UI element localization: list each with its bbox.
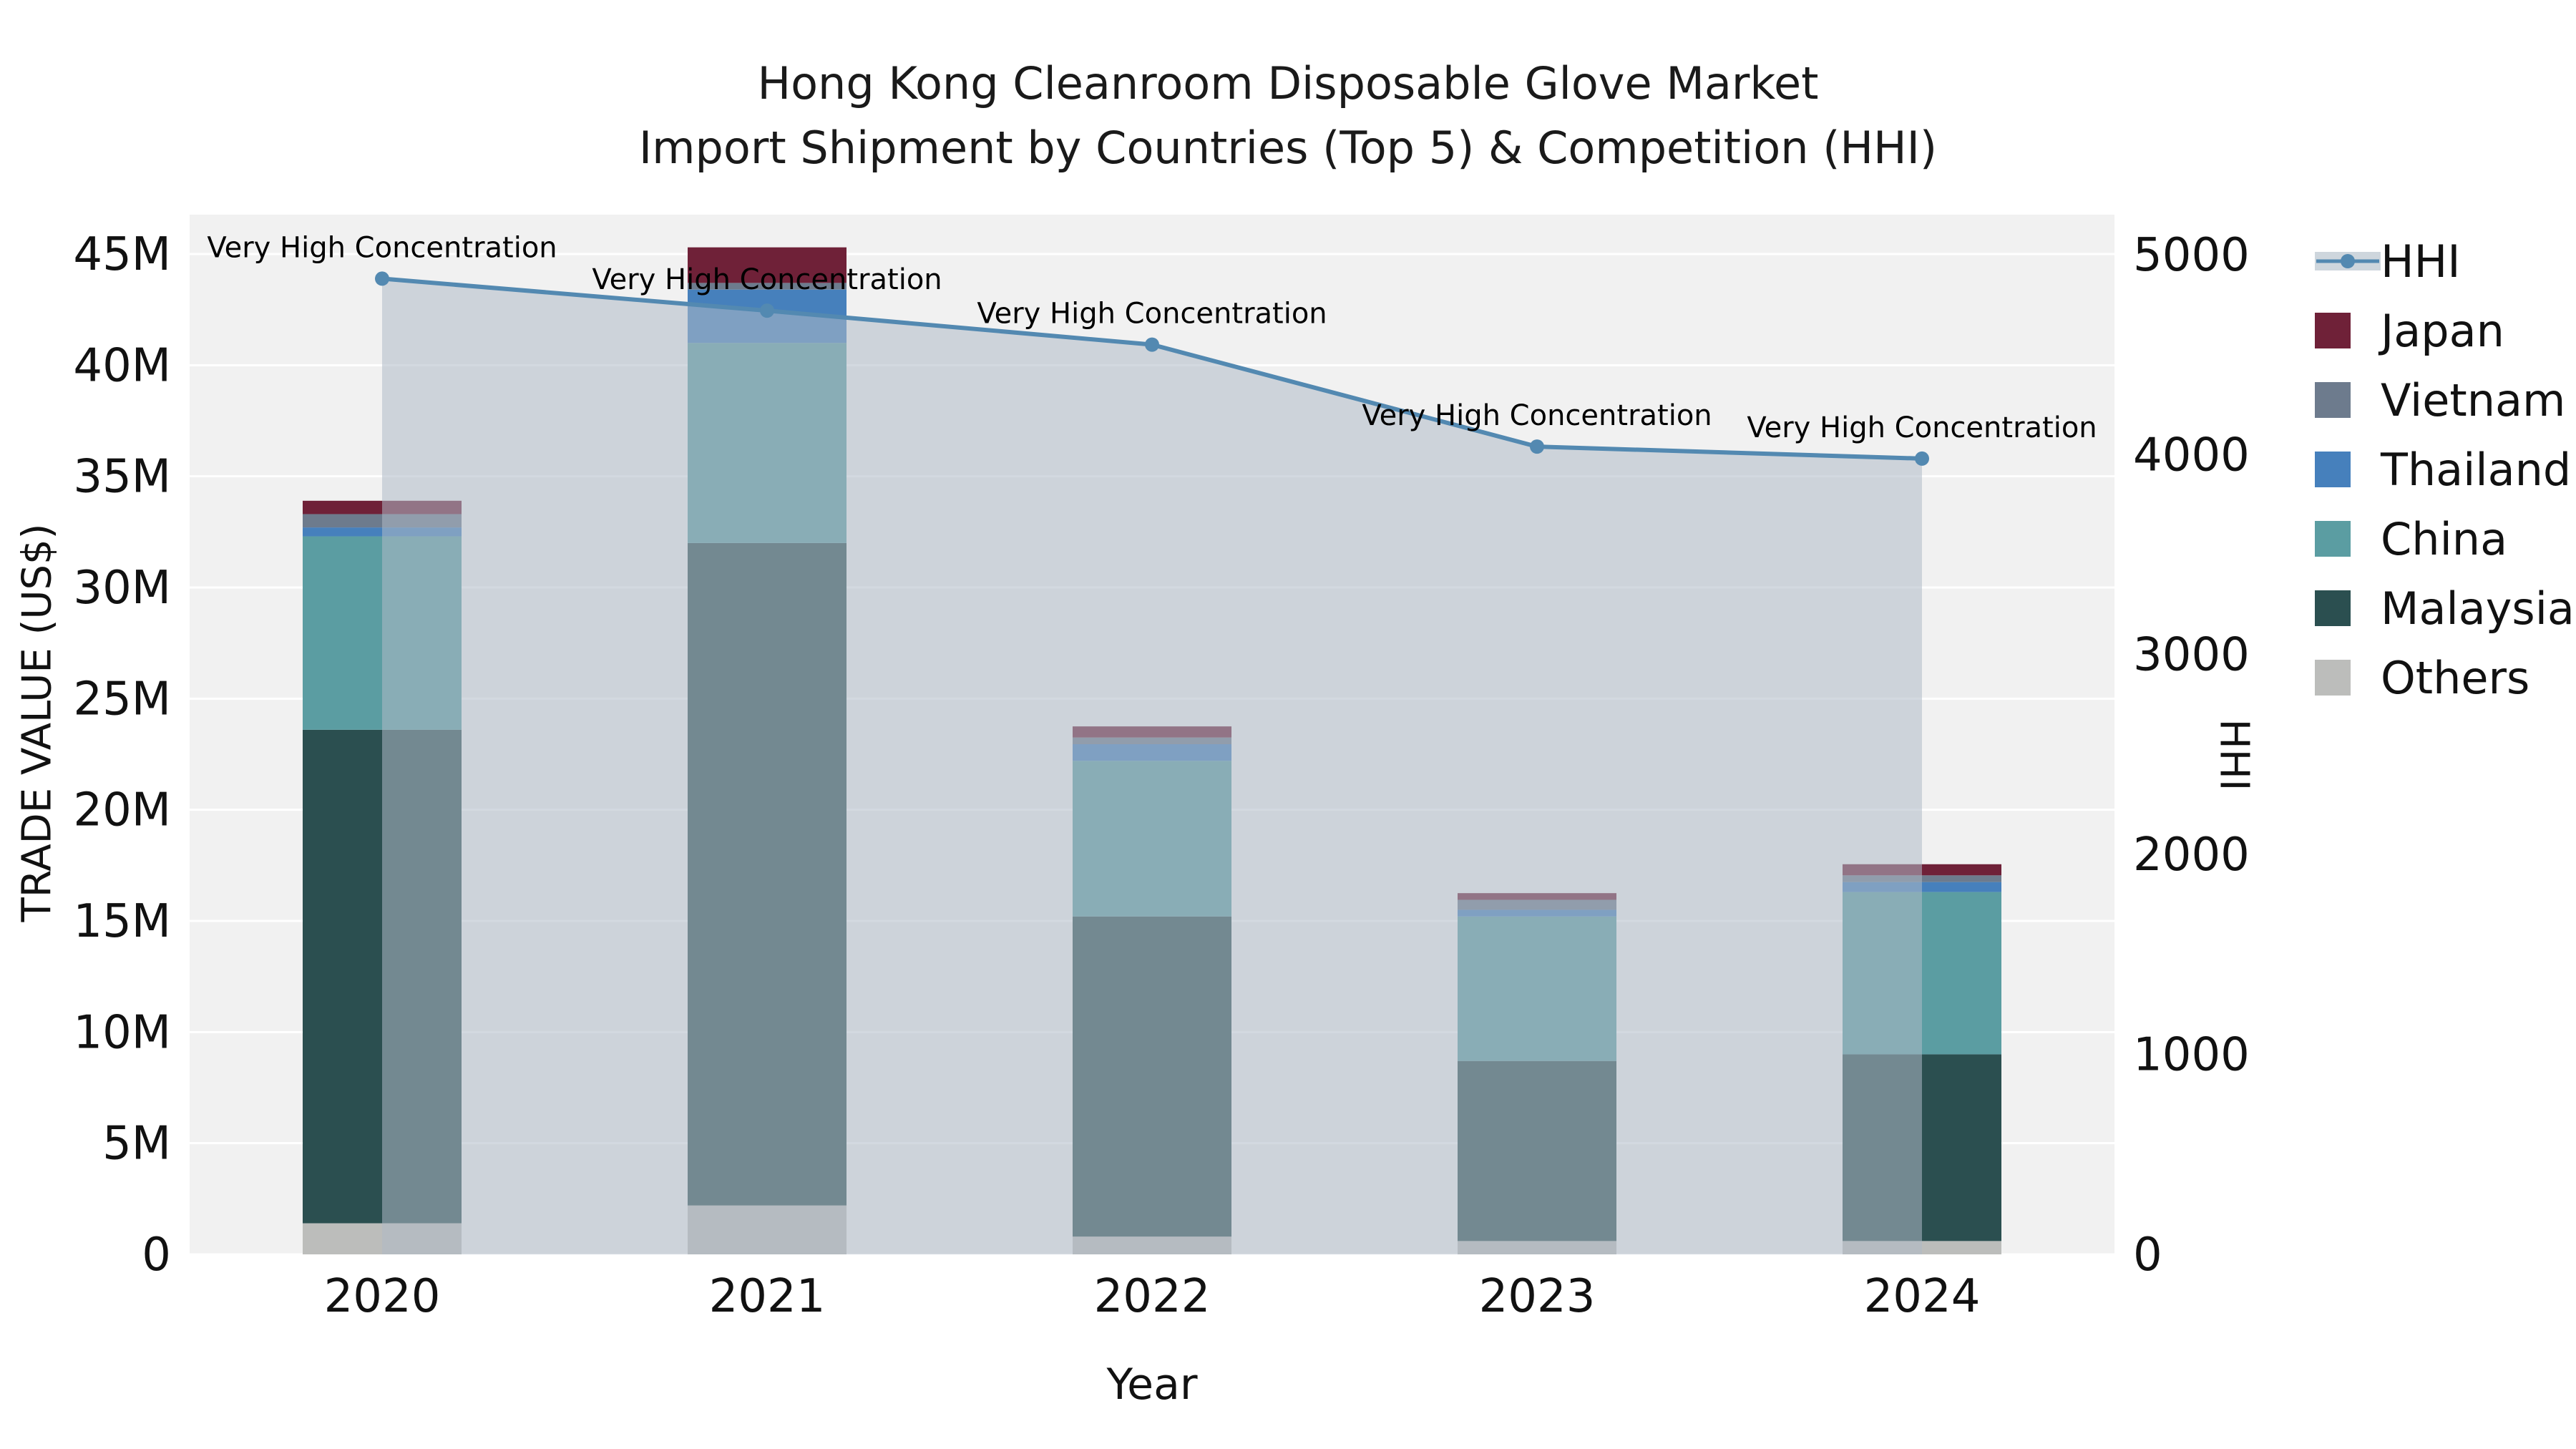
y-right-tick-label: 2000 <box>2133 829 2250 882</box>
x-axis-label: Year <box>1106 1360 1198 1410</box>
legend-item-others: Others <box>2315 652 2575 704</box>
hhi-marker-2023 <box>1530 439 1544 454</box>
x-tick-label: 2022 <box>1094 1270 1211 1323</box>
legend-item-hhi: HHI <box>2315 235 2575 288</box>
hhi-marker-2024 <box>1915 451 1929 466</box>
legend-label-japan: Japan <box>2381 304 2504 357</box>
y-left-tick-label: 35M <box>73 451 171 504</box>
y-right-tick-label: 1000 <box>2133 1029 2250 1082</box>
y-right-tick-label: 3000 <box>2133 629 2250 682</box>
y-left-tick-label: 45M <box>73 228 171 281</box>
bar-segment-vietnam-2021 <box>688 283 847 290</box>
legend-square-icon <box>2315 452 2351 487</box>
hhi-marker-2021 <box>760 303 774 318</box>
y-left-tick-label: 30M <box>73 562 171 615</box>
legend-square-icon <box>2315 382 2351 418</box>
legend: HHI Japan Vietnam Thailand China Malaysia Othe… <box>2315 235 2575 704</box>
legend-label-hhi: HHI <box>2381 235 2461 288</box>
legend-item-china: China <box>2315 513 2575 565</box>
y-axis-label-left: TRADE VALUE (US$) <box>14 523 61 922</box>
annotation-2023: Very High Concentration <box>1362 399 1712 432</box>
annotation-2021: Very High Concentration <box>592 263 942 296</box>
y-left-tick-label: 40M <box>73 339 171 392</box>
legend-item-vietnam: Vietnam <box>2315 374 2575 426</box>
y-left-tick-label: 10M <box>73 1006 171 1059</box>
y-left-tick-label: 0 <box>142 1229 171 1282</box>
y-left-tick-label: 5M <box>102 1118 171 1171</box>
legend-label-others: Others <box>2381 651 2530 704</box>
y-axis-label-right: HHI <box>2210 718 2258 791</box>
legend-color-swatch-others <box>2315 660 2381 696</box>
legend-label-malaysia: Malaysia <box>2381 582 2575 635</box>
annotation-2022: Very High Concentration <box>977 298 1327 331</box>
legend-color-swatch-vietnam <box>2315 382 2381 418</box>
legend-square-icon <box>2315 521 2351 557</box>
y-right-tick-label: 0 <box>2133 1229 2162 1282</box>
chart-title-line2: Import Shipment by Countries (Top 5) & C… <box>638 122 1938 174</box>
y-left-tick-label: 25M <box>73 673 171 726</box>
x-tick-label: 2020 <box>324 1270 441 1323</box>
legend-item-malaysia: Malaysia <box>2315 582 2575 635</box>
bar-segment-japan-2021 <box>688 247 847 283</box>
hhi-area-fill <box>382 278 1922 1254</box>
legend-item-thailand: Thailand <box>2315 444 2575 496</box>
chart-title: Hong Kong Cleanroom Disposable Glove Mar… <box>0 52 2576 180</box>
y-left-tick-label: 20M <box>73 784 171 837</box>
annotation-2024: Very High Concentration <box>1747 411 2097 444</box>
y-right-tick-label: 4000 <box>2133 429 2250 482</box>
legend-label-thailand: Thailand <box>2381 443 2572 496</box>
x-tick-label: 2024 <box>1864 1270 1981 1323</box>
legend-color-swatch-thailand <box>2315 452 2381 487</box>
legend-square-icon <box>2315 590 2351 626</box>
legend-color-swatch-china <box>2315 521 2381 557</box>
y-left-tick-label: 15M <box>73 895 171 948</box>
legend-item-japan: Japan <box>2315 305 2575 357</box>
annotation-2020: Very High Concentration <box>207 231 557 264</box>
legend-label-china: China <box>2381 512 2508 565</box>
x-tick-label: 2021 <box>709 1270 826 1323</box>
chart-title-line1: Hong Kong Cleanroom Disposable Glove Mar… <box>757 57 1819 109</box>
legend-square-icon <box>2315 660 2351 696</box>
legend-color-swatch-japan <box>2315 313 2381 348</box>
legend-square-icon <box>2315 313 2351 348</box>
legend-color-swatch-malaysia <box>2315 590 2381 626</box>
x-tick-label: 2023 <box>1479 1270 1596 1323</box>
y-right-tick-label: 5000 <box>2133 229 2250 282</box>
legend-line-swatch-hhi <box>2315 243 2381 279</box>
hhi-marker-2022 <box>1145 337 1159 352</box>
legend-label-vietnam: Vietnam <box>2381 374 2566 426</box>
hhi-marker-2020 <box>375 271 389 286</box>
